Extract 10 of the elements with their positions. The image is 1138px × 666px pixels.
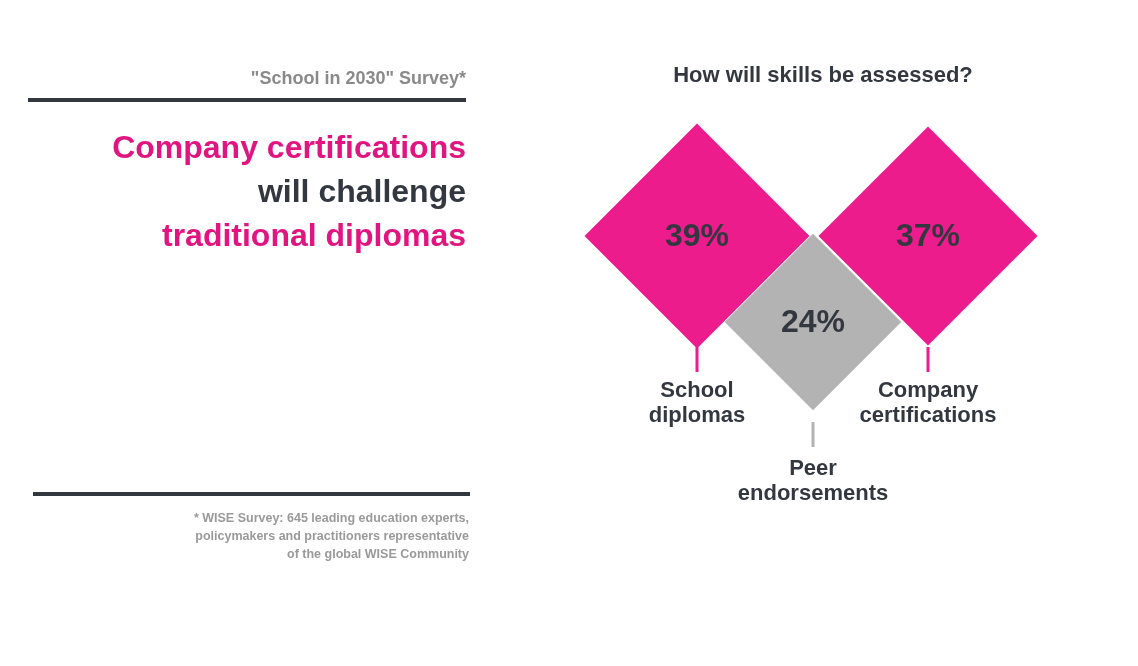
category-label: Company certifications: [859, 377, 997, 427]
data-label: 37%: [895, 217, 961, 253]
text: How will skills be assessed?: [673, 62, 973, 87]
text: * WISE Survey: 645 leading education experts, policymakers and practitioners representative of the global WISE Community: [193, 511, 470, 561]
data-label: 24%: [780, 303, 846, 339]
text: Company certifications will challenge traditional diplomas: [112, 129, 466, 253]
data-label: 39%: [664, 217, 730, 253]
category-label: School diplomas: [648, 377, 746, 427]
text: "School in 2030" Survey*: [250, 68, 466, 88]
category-label: Peer endorsements: [737, 455, 889, 505]
